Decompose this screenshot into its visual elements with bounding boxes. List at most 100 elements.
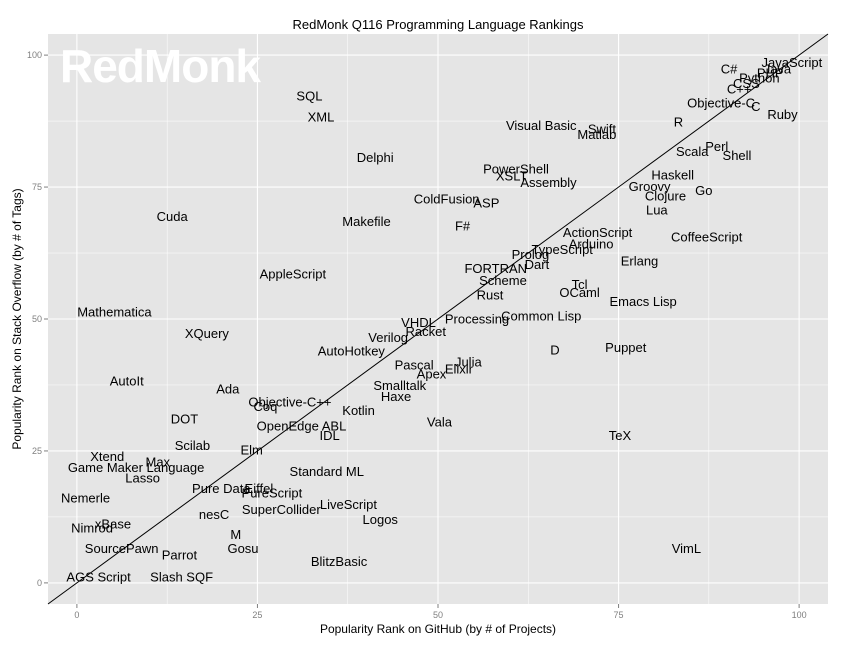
language-point-label: Smalltalk — [373, 378, 426, 393]
y-tick-label: 100 — [27, 50, 42, 60]
language-point-label: PureScript — [242, 486, 303, 501]
language-point-label: XSLT — [496, 169, 528, 184]
language-point-label: Scala — [676, 144, 709, 159]
axis-ticks: 0 25 50 75 100 0 25 50 75 100 — [27, 50, 807, 620]
language-point-label: PowerShell — [483, 162, 549, 177]
language-point-label: Cuda — [157, 209, 189, 224]
language-point-label: Objective-C++ — [248, 394, 331, 409]
language-point-label: nesC — [199, 507, 229, 522]
language-point-label: Lasso — [125, 470, 160, 485]
x-tick-label: 50 — [433, 610, 443, 620]
language-point-label: Visual Basic — [506, 118, 577, 133]
language-point-label: Verilog — [368, 330, 408, 345]
language-point-label: Swift — [588, 122, 617, 137]
language-point-label: Processing — [445, 312, 509, 327]
language-point-label: XQuery — [185, 326, 230, 341]
language-point-label: Nimrod — [71, 521, 113, 536]
language-point-label: Emacs Lisp — [610, 294, 677, 309]
language-point-label: Game Maker Language — [68, 460, 205, 475]
language-point-label: Julia — [455, 354, 483, 369]
language-point-label: Go — [695, 183, 712, 198]
language-point-label: R — [674, 115, 683, 130]
language-point-label: SQL — [296, 88, 322, 103]
language-point-label: Coq — [253, 399, 277, 414]
language-point-label: C# — [721, 61, 738, 76]
language-point-label: AGS Script — [66, 570, 131, 585]
language-point-label: FORTRAN — [464, 261, 527, 276]
language-point-label: CoffeeScript — [671, 230, 743, 245]
language-point-label: Elm — [240, 442, 262, 457]
language-point-label: Max — [145, 455, 170, 470]
language-point-label: Erlang — [621, 253, 659, 268]
chart-title: RedMonk Q116 Programming Language Rankin… — [293, 17, 584, 32]
language-point-label: Shell — [723, 148, 752, 163]
x-tick-label: 0 — [74, 610, 79, 620]
y-axis-title: Popularity Rank on Stack Overflow (by # … — [10, 188, 24, 449]
language-point-label: Pascal — [395, 357, 434, 372]
language-point-label: AppleScript — [260, 267, 327, 282]
language-point-label: VimL — [672, 541, 701, 556]
language-point-label: Standard ML — [290, 464, 364, 479]
language-point-label: AutoHotkey — [318, 344, 386, 359]
language-point-label: OCaml — [559, 285, 600, 300]
language-point-label: Prolog — [512, 247, 550, 262]
language-point-label: Lua — [646, 202, 668, 217]
language-point-label: Parrot — [162, 547, 198, 562]
language-point-label: Haskell — [651, 167, 694, 182]
language-point-label: xBase — [95, 516, 131, 531]
x-axis-title: Popularity Rank on GitHub (by # of Proje… — [320, 622, 556, 636]
language-point-label: Common Lisp — [501, 308, 581, 323]
language-point-label: Matlab — [577, 127, 616, 142]
language-point-label: Objective-C — [687, 96, 755, 111]
language-point-label: Groovy — [629, 179, 671, 194]
language-point-label: ActionScript — [563, 225, 633, 240]
y-tick-label: 75 — [32, 182, 42, 192]
language-point-label: Kotlin — [342, 403, 375, 418]
language-point-label: D — [550, 343, 559, 358]
language-point-label: LiveScript — [320, 497, 377, 512]
language-point-label: Rust — [477, 287, 504, 302]
language-point-label: Clojure — [645, 189, 686, 204]
language-point-label: Dart — [525, 257, 550, 272]
language-point-label: SourcePawn — [85, 541, 159, 556]
language-point-label: Gosu — [227, 541, 258, 556]
language-point-label: OpenEdge ABL — [257, 419, 347, 434]
language-point-label: CSS — [733, 76, 760, 91]
language-point-label: Eiffel — [245, 481, 274, 496]
language-point-label: Puppet — [605, 340, 647, 355]
language-point-label: SuperCollider — [242, 502, 321, 517]
language-point-label: Scilab — [175, 438, 210, 453]
language-point-label: PHP — [757, 66, 784, 81]
language-point-label: Perl — [705, 139, 728, 154]
language-point-label: AutoIt — [110, 373, 144, 388]
x-tick-label: 75 — [614, 610, 624, 620]
language-point-label: Vala — [427, 414, 453, 429]
language-point-label: ASP — [473, 195, 499, 210]
language-point-label: Tcl — [572, 277, 588, 292]
language-point-label: JavaScript — [762, 55, 823, 70]
language-point-label: Nemerle — [61, 490, 110, 505]
language-point-label: Ruby — [767, 107, 798, 122]
trend-line — [47, 33, 829, 605]
language-point-label: Scheme — [479, 273, 527, 288]
language-point-label: M — [230, 527, 241, 542]
language-point-label: Pure Data — [192, 481, 251, 496]
language-point-label: Arduino — [569, 237, 614, 252]
language-point-label: Python — [739, 70, 779, 85]
language-point-label: F# — [455, 219, 471, 234]
language-point-label: Xtend — [90, 449, 124, 464]
language-point-label: Delphi — [357, 150, 394, 165]
x-tick-label: 25 — [252, 610, 262, 620]
language-point-label: DOT — [171, 411, 199, 426]
y-tick-label: 25 — [32, 446, 42, 456]
language-point-label: Mathematica — [77, 305, 152, 320]
language-point-label: Apex — [417, 366, 447, 381]
language-point-label: Java — [764, 61, 792, 76]
language-point-label: Makefile — [342, 214, 390, 229]
language-point-label: C++ — [727, 81, 752, 96]
language-point-label: Elixir — [445, 362, 474, 377]
language-point-label: TypeScript — [532, 242, 594, 257]
language-point-label: BlitzBasic — [311, 554, 368, 569]
language-point-label: Ada — [216, 382, 240, 397]
